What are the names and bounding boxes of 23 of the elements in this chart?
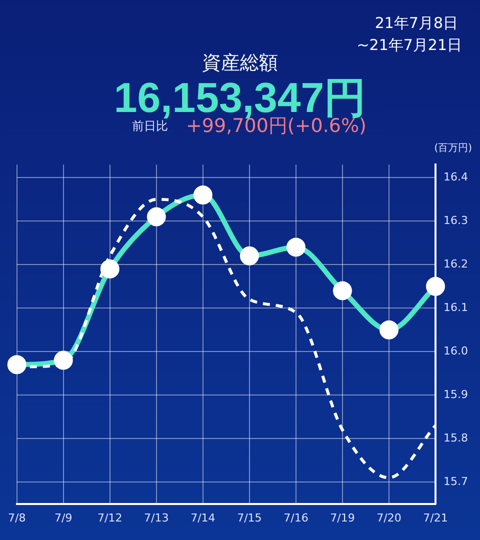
y-tick-label: 16.2 bbox=[444, 257, 468, 270]
y-tick-label: 15.8 bbox=[444, 431, 468, 444]
y-tick-label: 16.4 bbox=[444, 170, 468, 184]
x-tick-label: 7/19 bbox=[330, 511, 355, 524]
x-tick-label: 7/20 bbox=[376, 511, 402, 524]
x-tick-label: 7/8 bbox=[8, 511, 26, 524]
x-tick-label: 7/12 bbox=[98, 511, 122, 524]
y-tick-label: 15.9 bbox=[444, 388, 468, 401]
y-tick-label: 16.0 bbox=[444, 344, 468, 358]
y-tick-label: 16.3 bbox=[444, 214, 468, 227]
x-tick-label: 7/16 bbox=[284, 511, 308, 524]
y-axis-title: (百万円) bbox=[434, 142, 472, 155]
x-tick-label: 7/14 bbox=[190, 511, 216, 524]
y-tick-label: 16.1 bbox=[444, 300, 468, 314]
x-tick-label: 7/13 bbox=[144, 511, 169, 524]
x-tick-label: 7/21 bbox=[423, 511, 448, 524]
text: ~21年7月21日 bbox=[356, 36, 462, 55]
text: 前日比 bbox=[132, 118, 168, 135]
y-tick-label: 15.7 bbox=[444, 474, 468, 488]
chart-title: 資産総額 bbox=[202, 52, 278, 74]
x-tick-label: 7/9 bbox=[54, 511, 72, 524]
x-tick-label: 7/15 bbox=[237, 511, 262, 524]
text: 21年7月8日 bbox=[374, 14, 458, 33]
